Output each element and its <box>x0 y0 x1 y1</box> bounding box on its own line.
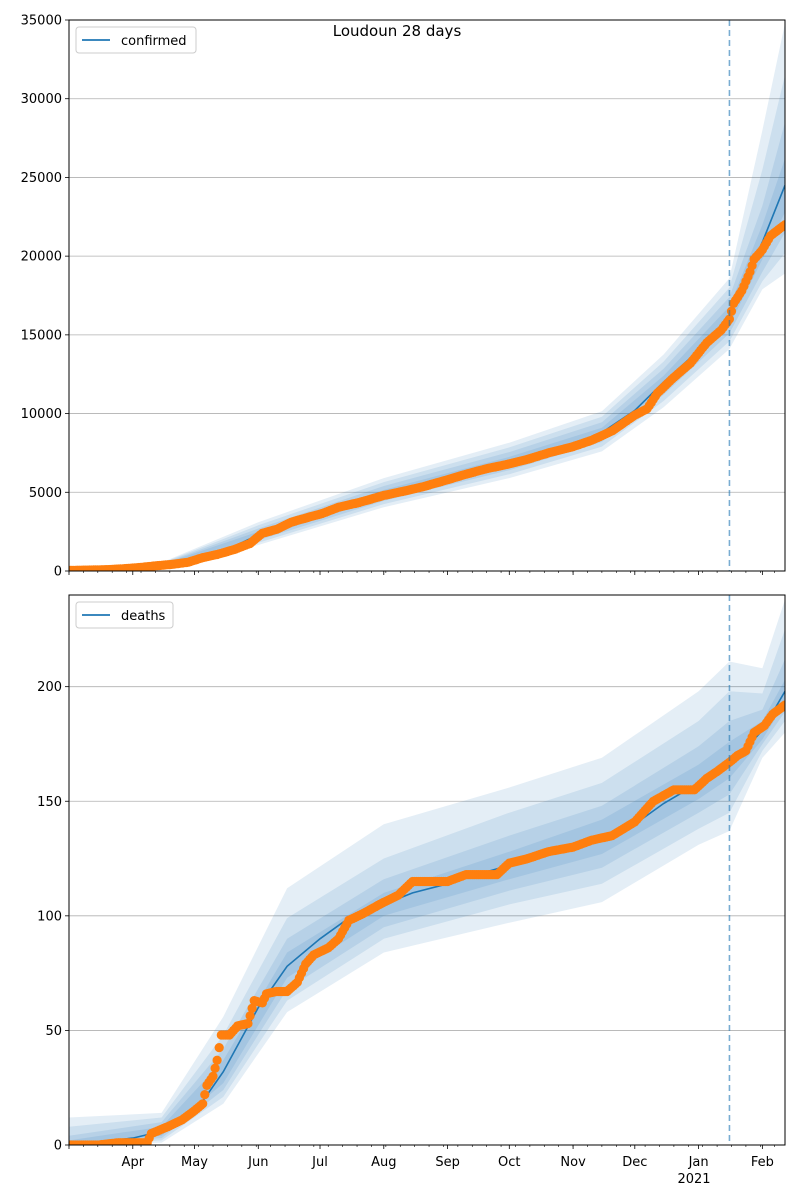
y-tick-label: 35000 <box>21 14 62 29</box>
chart-title: Loudoun 28 days <box>333 22 462 40</box>
legend-label: deaths <box>121 609 166 624</box>
x-tick-label: Feb <box>751 1155 774 1170</box>
observed-point <box>198 1099 208 1109</box>
y-tick-label: 5000 <box>29 486 62 501</box>
observed-point <box>245 1011 255 1021</box>
observed-point <box>208 1071 218 1081</box>
x-tick-label: Jun <box>247 1155 268 1170</box>
x-tick-label: Aug <box>371 1155 396 1170</box>
x-tick-label: Jul <box>311 1155 328 1170</box>
observed-point <box>200 1090 210 1100</box>
y-tick-label: 20000 <box>21 250 62 265</box>
observed-point <box>214 1043 224 1053</box>
x-tick-label: Sep <box>435 1155 460 1170</box>
observed-point <box>780 700 785 710</box>
legend: confirmed <box>75 26 197 54</box>
confirmed-panel: 0 5000 10000 15000 20000 25000 30000 35000 confi… <box>21 14 786 580</box>
y-tick-label: 150 <box>37 795 62 810</box>
uncertainty-band <box>69 679 785 1145</box>
x-tick-label: Oct <box>498 1155 520 1170</box>
axes-frame <box>68 19 786 572</box>
legend: deaths <box>75 601 174 629</box>
y-tick-label: 0 <box>54 565 62 580</box>
x-tick-label: Jan <box>688 1155 709 1170</box>
y-tick-label: 100 <box>37 909 62 924</box>
y-tick-label: 15000 <box>21 328 62 343</box>
plot-area <box>69 599 785 1145</box>
axes-frame <box>68 594 786 1146</box>
legend-box <box>75 601 174 629</box>
x-tick-label: Nov <box>560 1155 586 1170</box>
observed-point <box>726 306 737 316</box>
y-tick-label: 200 <box>37 680 62 695</box>
uncertainty-band <box>69 75 785 571</box>
legend-label: confirmed <box>121 34 187 49</box>
observed-point <box>724 314 735 324</box>
observed-point <box>780 220 785 230</box>
y-tick-label: 50 <box>45 1024 62 1039</box>
y-tick-label: 0 <box>54 1139 62 1154</box>
y-tick-label: 25000 <box>21 171 62 186</box>
observed-point <box>210 1063 220 1073</box>
observed-point <box>247 1003 257 1013</box>
x-tick-label: Dec <box>622 1155 647 1170</box>
x-year-label: 2021 <box>677 1172 710 1187</box>
legend-box <box>75 26 197 54</box>
x-tick-label: Apr <box>122 1155 145 1170</box>
x-tick-label: May <box>181 1155 208 1170</box>
plot-area <box>69 23 785 571</box>
observed-point <box>243 1018 253 1029</box>
x-axis-labels: 2021 Apr May Jun Jul Aug Sep Oct Nov Dec Jan Feb <box>122 1155 774 1187</box>
y-tick-label: 10000 <box>21 407 62 422</box>
observed-point <box>212 1055 222 1065</box>
y-tick-label: 30000 <box>21 92 62 107</box>
deaths-panel: 0 50 100 150 200 deaths <box>37 594 786 1154</box>
uncertainty-band <box>69 122 785 571</box>
